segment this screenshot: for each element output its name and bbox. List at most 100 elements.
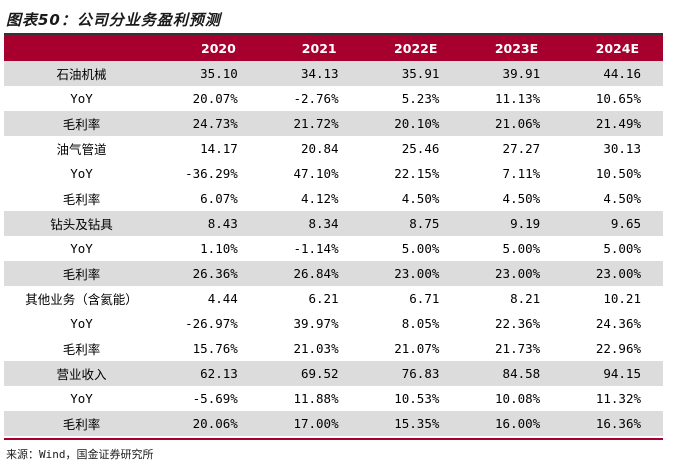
value-cell: 35.10: [159, 61, 260, 86]
header-year: 2020: [159, 35, 260, 61]
table-row: YoY 1.10% -1.14% 5.00% 5.00% 5.00%: [4, 236, 663, 261]
value-cell: 21.49%: [562, 111, 663, 136]
row-label: 毛利率: [4, 411, 159, 436]
table-row: 毛利率 20.06% 17.00% 15.35% 16.00% 16.36%: [4, 411, 663, 436]
value-cell: 8.75: [360, 211, 462, 236]
table-bottom-rule: [4, 438, 663, 440]
value-cell: 21.03%: [293, 341, 339, 356]
header-label-cell: [4, 35, 159, 61]
value-cell: -1.14%: [293, 241, 339, 256]
value-cell: 16.00%: [461, 411, 563, 436]
value-cell: 21.07%: [394, 341, 440, 356]
value-cell: 5.00%: [603, 241, 641, 256]
value-cell: 10.21: [603, 291, 641, 306]
table-row: 油气管道 14.17 20.84 25.46 27.27 30.13: [4, 136, 663, 161]
value-cell: 15.35%: [360, 411, 462, 436]
value-cell: 5.00%: [502, 241, 541, 256]
value-cell: 1.10%: [200, 241, 238, 256]
value-cell: 34.13: [259, 61, 361, 86]
row-label: YoY: [70, 316, 93, 331]
source-note: 来源：Wind，国金证券研究所: [6, 448, 154, 461]
value-cell: 8.21: [510, 291, 541, 306]
forecast-table: 2020 2021 2022E 2023E 2024E 石油机械 35.10 34.…: [4, 35, 663, 436]
table-row: 毛利率 6.07% 4.12% 4.50% 4.50% 4.50%: [4, 186, 663, 211]
value-cell: 5.00%: [401, 241, 440, 256]
value-cell: -26.97%: [185, 316, 238, 331]
value-cell: -5.69%: [192, 391, 238, 406]
value-cell: 39.91: [461, 61, 563, 86]
value-cell: 4.50%: [603, 191, 641, 206]
value-cell: 35.91: [360, 61, 462, 86]
value-cell: 6.71: [409, 291, 440, 306]
header-year: 2023E: [461, 35, 563, 61]
value-cell: -2.76%: [293, 91, 339, 106]
value-cell: 22.36%: [495, 316, 541, 331]
value-cell: 6.07%: [200, 191, 238, 206]
value-cell: 14.17: [200, 141, 238, 156]
value-cell: 23.00%: [360, 261, 462, 286]
value-cell: 10.53%: [394, 391, 440, 406]
table-row: 钻头及钻具 8.43 8.34 8.75 9.19 9.65: [4, 211, 663, 236]
header-year: 2024E: [562, 35, 663, 61]
value-cell: 69.52: [259, 361, 361, 386]
value-cell: 22.15%: [394, 166, 440, 181]
table-row: 营业收入 62.13 69.52 76.83 84.58 94.15: [4, 361, 663, 386]
value-cell: 24.36%: [595, 316, 641, 331]
value-cell: 11.88%: [293, 391, 339, 406]
value-cell: 27.27: [502, 141, 541, 156]
row-label: 其他业务（含氦能）: [25, 292, 138, 307]
value-cell: 30.13: [603, 141, 641, 156]
value-cell: 47.10%: [293, 166, 339, 181]
value-cell: 10.08%: [495, 391, 541, 406]
value-cell: 11.32%: [595, 391, 641, 406]
table-header-row: 2020 2021 2022E 2023E 2024E: [4, 35, 663, 61]
table-row: 毛利率 15.76% 21.03% 21.07% 21.73% 22.96%: [4, 336, 663, 361]
row-label: YoY: [70, 91, 93, 106]
value-cell: 6.21: [308, 291, 339, 306]
value-cell: 4.12%: [300, 191, 339, 206]
row-label: 毛利率: [62, 192, 101, 207]
table-row: 其他业务（含氦能） 4.44 6.21 6.71 8.21 10.21: [4, 286, 663, 311]
value-cell: 76.83: [360, 361, 462, 386]
row-label: 钻头及钻具: [4, 211, 159, 236]
value-cell: 84.58: [461, 361, 563, 386]
value-cell: 16.36%: [562, 411, 663, 436]
value-cell: 26.36%: [159, 261, 260, 286]
value-cell: 44.16: [562, 61, 663, 86]
table-row: 毛利率 24.73% 21.72% 20.10% 21.06% 21.49%: [4, 111, 663, 136]
value-cell: 94.15: [562, 361, 663, 386]
value-cell: 4.50%: [502, 191, 541, 206]
row-label: 营业收入: [4, 361, 159, 386]
value-cell: 25.46: [401, 141, 440, 156]
row-label: 毛利率: [62, 342, 101, 357]
header-year: 2021: [259, 35, 361, 61]
value-cell: 10.50%: [595, 166, 641, 181]
value-cell: 15.76%: [192, 341, 238, 356]
value-cell: 22.96%: [595, 341, 641, 356]
table-row: YoY -26.97% 39.97% 8.05% 22.36% 24.36%: [4, 311, 663, 336]
value-cell: 11.13%: [495, 91, 541, 106]
row-label: 毛利率: [4, 111, 159, 136]
table-row: YoY -5.69% 11.88% 10.53% 10.08% 11.32%: [4, 386, 663, 411]
value-cell: 20.10%: [360, 111, 462, 136]
title-divider: [4, 33, 663, 35]
value-cell: 8.05%: [401, 316, 440, 331]
value-cell: 62.13: [159, 361, 260, 386]
figure-title: 图表50：公司分业务盈利预测: [6, 11, 221, 29]
table-row: YoY 20.07% -2.76% 5.23% 11.13% 10.65%: [4, 86, 663, 111]
value-cell: -36.29%: [185, 166, 238, 181]
value-cell: 21.72%: [259, 111, 361, 136]
value-cell: 4.50%: [401, 191, 440, 206]
value-cell: 24.73%: [159, 111, 260, 136]
value-cell: 10.65%: [595, 91, 641, 106]
value-cell: 9.65: [562, 211, 663, 236]
value-cell: 21.06%: [461, 111, 563, 136]
table-row: YoY -36.29% 47.10% 22.15% 7.11% 10.50%: [4, 161, 663, 186]
value-cell: 26.84%: [259, 261, 361, 286]
value-cell: 23.00%: [461, 261, 563, 286]
row-label: YoY: [70, 241, 93, 256]
row-label: 毛利率: [4, 261, 159, 286]
value-cell: 23.00%: [562, 261, 663, 286]
value-cell: 20.84: [300, 141, 339, 156]
value-cell: 21.73%: [495, 341, 541, 356]
